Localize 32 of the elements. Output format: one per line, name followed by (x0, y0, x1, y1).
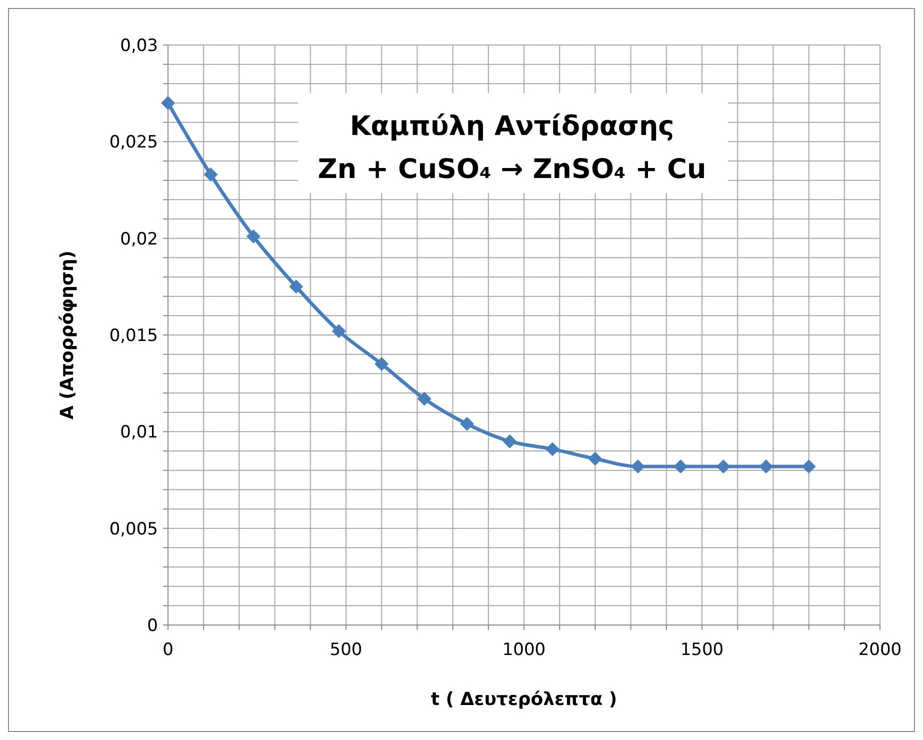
point (545, 442, 560, 456)
point (588, 452, 602, 466)
y-tick-label: 0,015 (109, 326, 158, 346)
point (502, 434, 517, 448)
y-tick-label: 0 (147, 616, 158, 636)
y-axis-title: A (Απορρόφηση) (57, 250, 78, 420)
y-tick-label: 0,02 (120, 229, 158, 250)
x-axis-title: t ( Δευτερόλεπτα ) (430, 689, 618, 710)
x-tick-label: 500 (330, 640, 362, 660)
point (246, 229, 260, 244)
x-tick-label: 1000 (502, 640, 546, 660)
y-tick-label: 0,01 (120, 422, 158, 443)
y-tick-label: 0,03 (120, 36, 158, 56)
point (204, 168, 218, 182)
point (460, 416, 474, 431)
point (674, 459, 688, 474)
x-tick-label: 1500 (680, 640, 724, 660)
point (716, 459, 730, 474)
point (374, 357, 389, 371)
x-tick-label: 0 (162, 640, 174, 660)
y-tick-label: 0,025 (109, 132, 158, 153)
point (630, 459, 645, 474)
point (802, 459, 816, 474)
x-tick-label: 2000 (858, 640, 902, 660)
point (289, 280, 304, 294)
y-tick-label: 0,005 (109, 519, 158, 540)
text: Zn + CuSO₄ → ZnSO₄ + Cu (318, 154, 706, 185)
text: Καμπύλη Αντίδρασης (350, 111, 674, 142)
point (417, 392, 432, 406)
point (332, 324, 346, 338)
point (161, 96, 175, 110)
point (759, 459, 774, 474)
